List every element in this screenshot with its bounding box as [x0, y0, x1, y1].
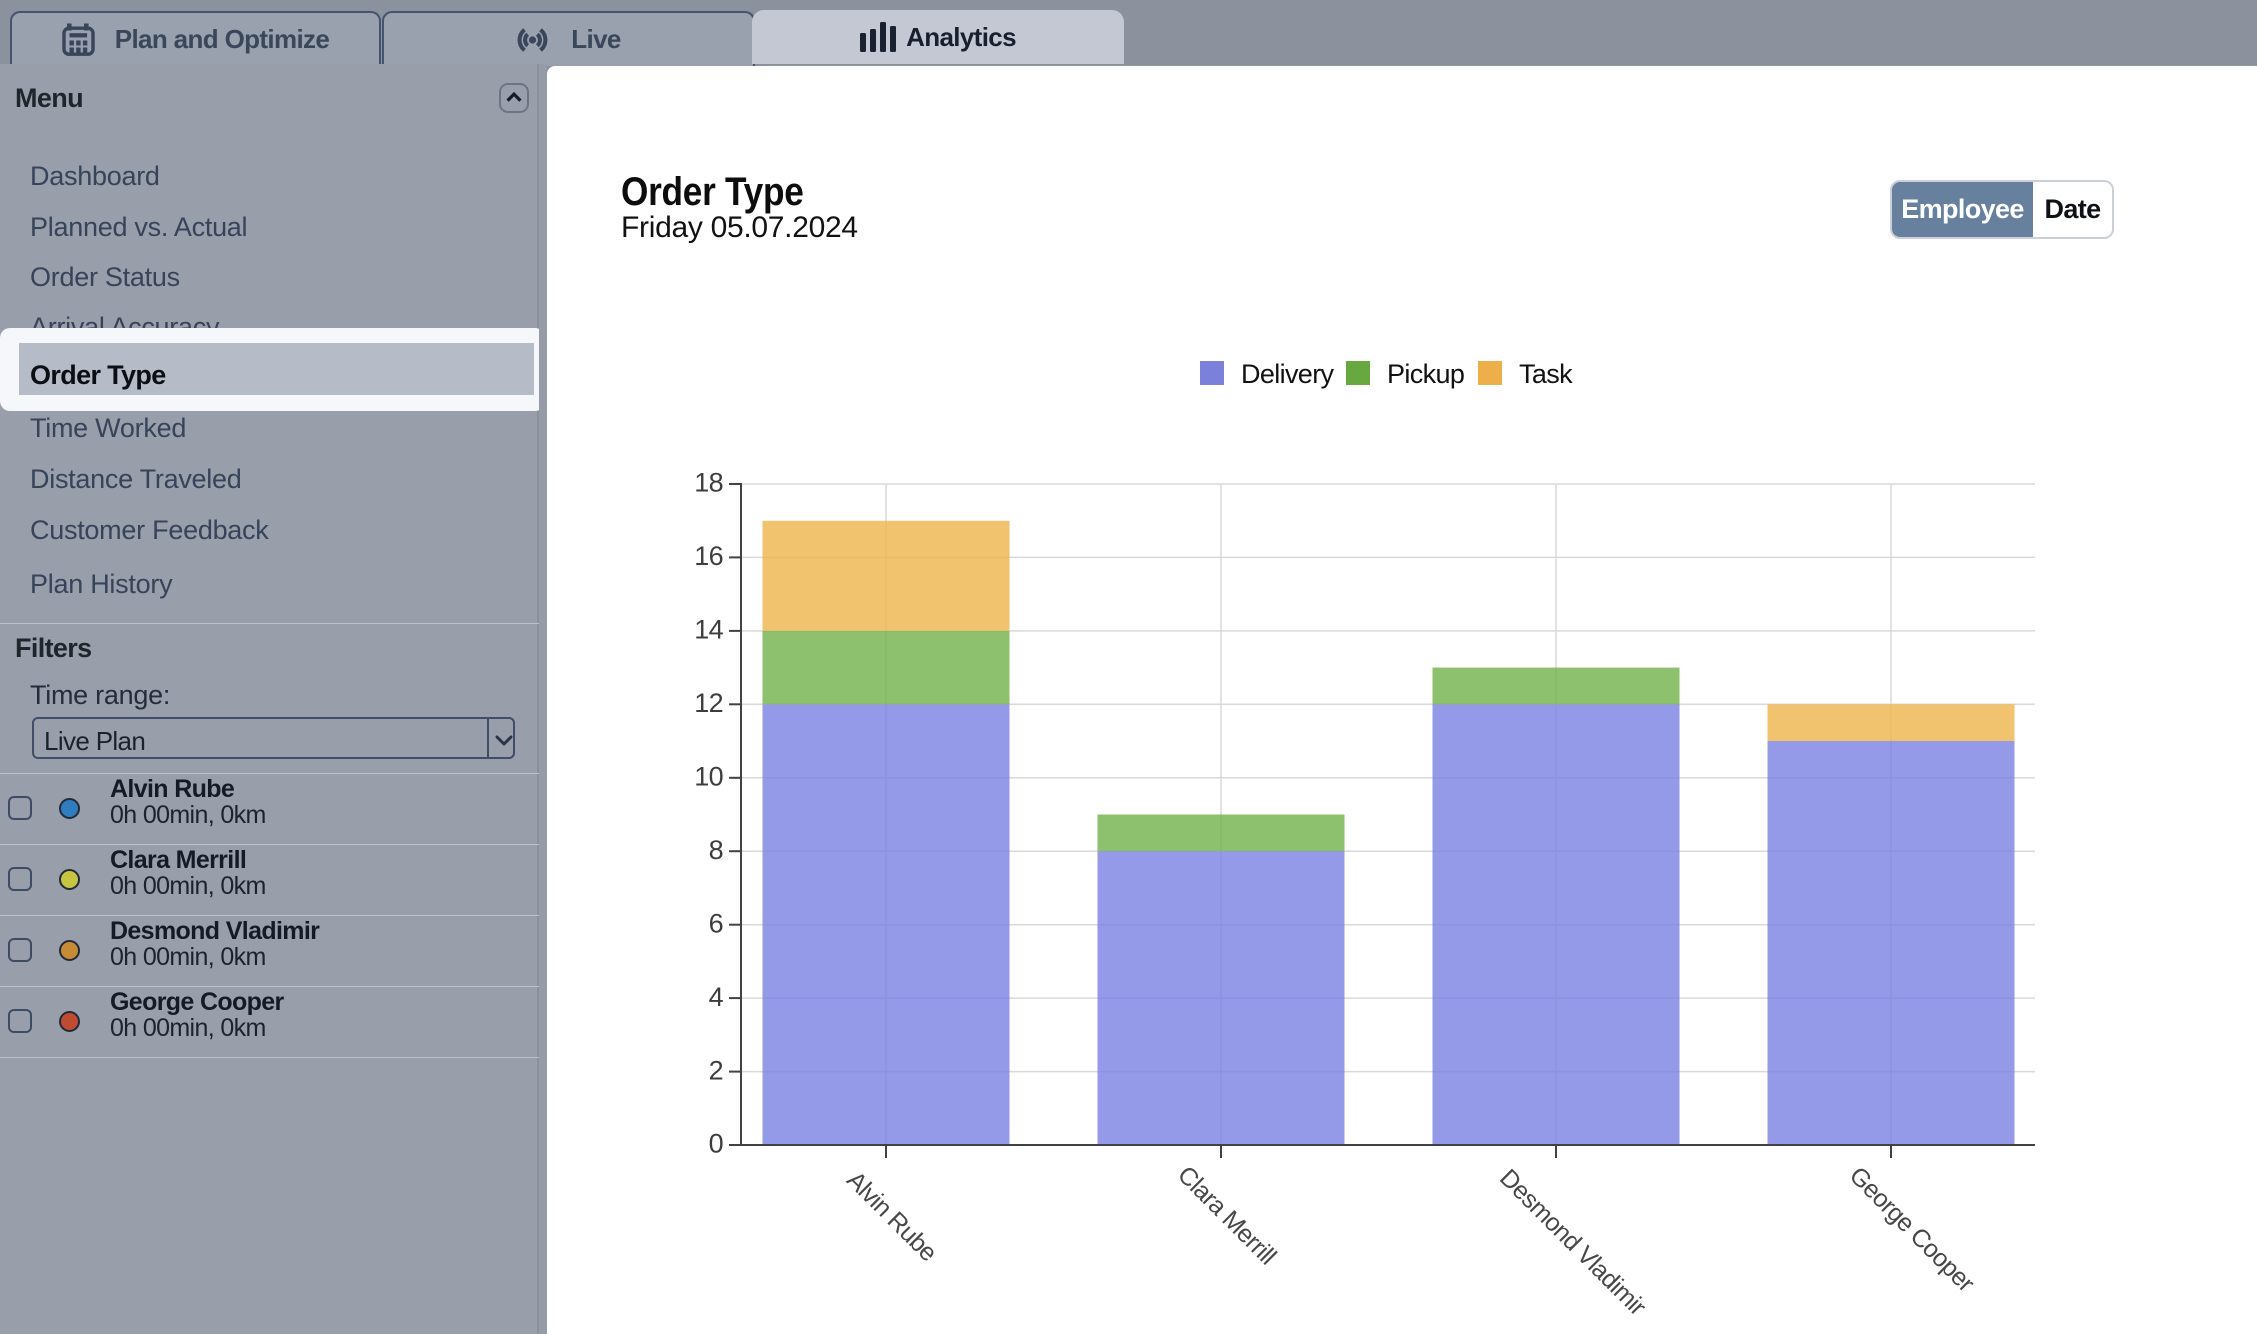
svg-text:6: 6	[709, 908, 723, 938]
svg-text:George Cooper: George Cooper	[1844, 1161, 1980, 1297]
svg-text:Alvin Rube: Alvin Rube	[841, 1166, 942, 1267]
svg-text:Clara Merrill: Clara Merrill	[1172, 1161, 1281, 1270]
svg-text:Desmond Vladimir: Desmond Vladimir	[1494, 1164, 1651, 1321]
svg-text:10: 10	[694, 762, 723, 792]
svg-text:4: 4	[709, 982, 724, 1012]
svg-text:18: 18	[694, 468, 723, 498]
svg-text:8: 8	[709, 835, 723, 865]
svg-text:16: 16	[694, 541, 723, 571]
svg-text:2: 2	[709, 1055, 723, 1085]
svg-text:12: 12	[694, 688, 723, 718]
svg-text:0: 0	[709, 1129, 723, 1159]
svg-text:14: 14	[694, 615, 723, 645]
